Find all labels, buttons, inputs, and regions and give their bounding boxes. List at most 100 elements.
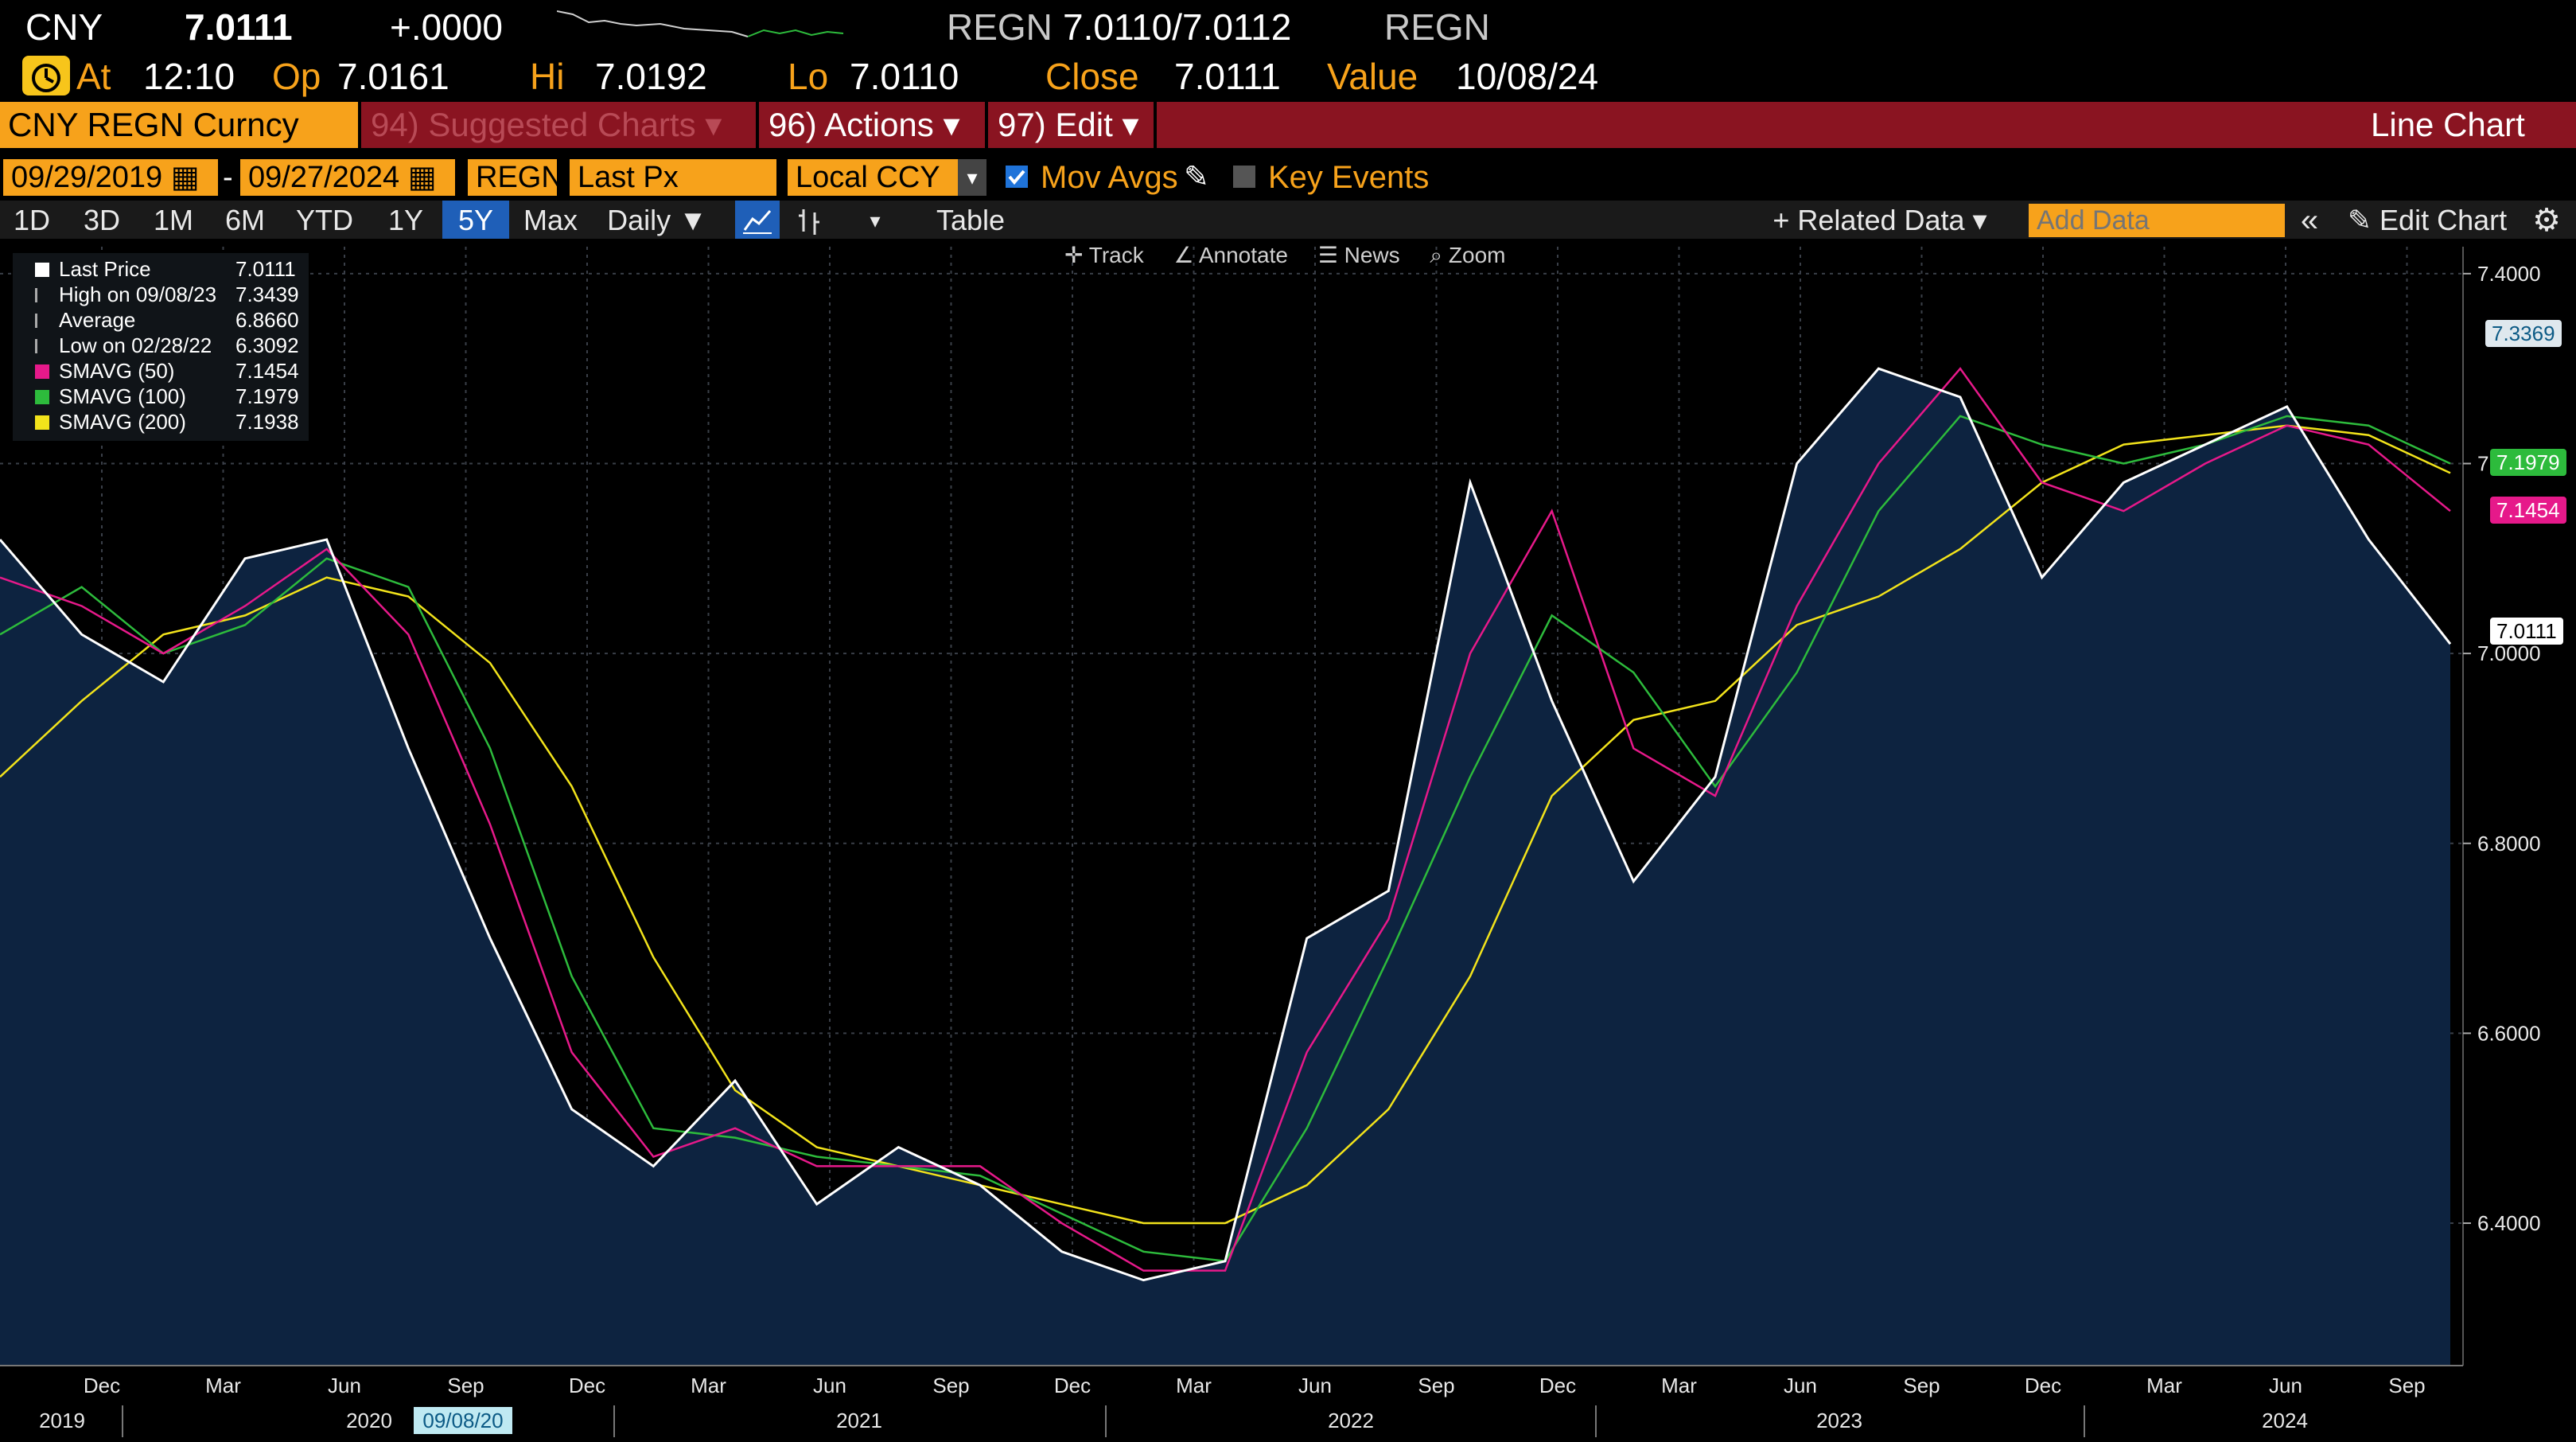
legend-swatch [35, 288, 39, 302]
frequency-select[interactable]: Daily ▼ [607, 204, 707, 236]
alert-icon[interactable] [22, 56, 70, 95]
quote-header: CNY 7.0111 +.0000 REGN 7.0110/7.0112 REG… [0, 0, 2576, 51]
x-month-label: Sep [1418, 1374, 1454, 1397]
pencil-icon: ✎ [2347, 204, 2372, 236]
end-date-field[interactable]: 09/27/2024 ▦ [240, 159, 455, 196]
mov-avgs-checkbox[interactable] [1006, 166, 1028, 188]
zoom-tool[interactable]: ⌕ Zoom [1430, 243, 1506, 267]
y-tick-label: 7.4000 [2477, 262, 2541, 286]
chevron-down-icon: ▾ [1972, 204, 1987, 236]
source-label-2: REGN [1384, 6, 1490, 48]
legend-item[interactable]: SMAVG (100) 7.1979 [13, 384, 309, 409]
menu-divider [756, 102, 759, 148]
x-year-label: 2021 [836, 1409, 882, 1432]
legend-value: 6.8660 [235, 308, 299, 332]
calendar-icon[interactable]: ▦ [407, 161, 437, 194]
x-month-label: Dec [84, 1374, 120, 1397]
legend-value: 7.1938 [235, 410, 299, 434]
range-toolbar: 1D 3D 1M 6M YTD 1Y 5Y Max Daily ▼ ▾ Table + Rel… [0, 201, 2576, 240]
range-button-6m[interactable]: 6M [224, 204, 265, 236]
legend-label: Last Price [59, 257, 151, 281]
legend-value: 7.0111 [235, 257, 296, 281]
x-month-label: Jun [1784, 1374, 1817, 1397]
at-label: At [76, 56, 111, 97]
legend-value: 7.1979 [235, 384, 299, 408]
line-chart-icon[interactable] [735, 201, 780, 240]
chevron-down-icon: ▾ [943, 106, 960, 143]
edit-chart-button[interactable]: ✎ Edit Chart [2347, 204, 2508, 236]
x-year-label: 2023 [1816, 1409, 1862, 1432]
range-button-1d[interactable]: 1D [13, 204, 51, 236]
related-data-menu[interactable]: + Related Data ▾ [1772, 204, 1987, 236]
news-tool[interactable]: ☰ News [1317, 243, 1400, 267]
price-area-fill [0, 368, 2450, 1366]
x-month-label: Sep [447, 1374, 484, 1397]
y-tick-label: 6.4000 [2477, 1211, 2541, 1235]
track-tool[interactable]: ✛ Track [1064, 243, 1144, 267]
suggested-charts-menu[interactable]: 94) Suggested Charts ▾ [371, 106, 722, 143]
y-tick-label: 6.8000 [2477, 832, 2541, 855]
legend-item[interactable]: High on 09/08/23 7.3439 [13, 282, 309, 307]
x-month-label: Dec [2025, 1374, 2061, 1397]
high-value: 7.0192 [595, 56, 707, 97]
start-date-field[interactable]: 09/29/2019 ▦ [3, 159, 218, 196]
value-date: 10/08/24 [1456, 56, 1599, 97]
x-year-label: 2024 [2262, 1409, 2308, 1432]
edit-menu[interactable]: 97) Edit ▾ [998, 106, 1139, 143]
calendar-icon[interactable]: ▦ [170, 161, 200, 194]
currency-select[interactable]: Local CCY [788, 159, 986, 196]
annotate-tool[interactable]: ∠ Annotate [1173, 243, 1288, 267]
range-button-3d[interactable]: 3D [83, 204, 121, 236]
chevron-down-icon[interactable]: ▾ [870, 209, 881, 232]
chevron-down-icon: ▾ [705, 106, 722, 143]
actions-menu[interactable]: 96) Actions ▾ [769, 106, 960, 143]
key-events-label[interactable]: Key Events [1268, 160, 1430, 195]
series-line-last-price[interactable] [0, 367, 2452, 1282]
security-field[interactable]: CNY REGN Curncy [0, 102, 358, 148]
legend-swatch [35, 364, 49, 379]
x-month-label: Sep [1903, 1374, 1940, 1397]
x-month-label: Mar [1176, 1374, 1212, 1397]
legend-item[interactable]: SMAVG (200) 7.1938 [13, 409, 309, 435]
legend-value: 7.1454 [235, 359, 299, 383]
date-marker-box [414, 1407, 512, 1434]
mov-avgs-label[interactable]: Mov Avgs [1041, 160, 1178, 195]
annotate-icon: ∠ [1173, 243, 1194, 267]
range-button-1y[interactable]: 1Y [387, 204, 424, 236]
series-line-smavg-50-[interactable] [0, 367, 2451, 1272]
legend-item[interactable]: Last Price 7.0111 [13, 256, 309, 282]
bid-ask: 7.0110/7.0112 [1063, 6, 1292, 48]
add-data-input-wrap[interactable] [2029, 204, 2285, 237]
table-button[interactable]: Table [936, 204, 1006, 236]
range-button-5y[interactable]: 5Y [442, 201, 509, 240]
legend-item[interactable]: Average 6.8660 [13, 307, 309, 333]
range-button-max[interactable]: Max [523, 204, 578, 236]
price-field-select[interactable]: Last Px [570, 159, 776, 196]
legend-item[interactable]: SMAVG (50) 7.1454 [13, 358, 309, 384]
chevron-down-icon[interactable]: ▾ [958, 159, 986, 196]
bar-chart-icon[interactable] [788, 201, 832, 240]
legend-label: SMAVG (100) [59, 384, 186, 408]
x-month-label: Mar [1661, 1374, 1697, 1397]
gear-icon[interactable]: ⚙ [2532, 203, 2561, 238]
chart-type-label[interactable]: Line Chart [2371, 106, 2525, 143]
key-events-checkbox[interactable] [1233, 166, 1255, 188]
range-button-1m[interactable]: 1M [153, 204, 193, 236]
x-month-label: Jun [2269, 1374, 2302, 1397]
legend-item[interactable]: Low on 02/28/22 6.3092 [13, 333, 309, 358]
source-field[interactable]: REGN [468, 159, 563, 196]
x-month-label: Jun [328, 1374, 361, 1397]
source-label-1: REGN [947, 6, 1053, 48]
x-month-label: Dec [1054, 1374, 1091, 1397]
sma50-badge: 7.1454 [2490, 497, 2566, 524]
last-price: 7.0111 [185, 6, 293, 48]
add-data-input[interactable] [2029, 204, 2285, 237]
price-area [0, 368, 2450, 1366]
high-label: Hi [530, 56, 565, 97]
range-button-ytd[interactable]: YTD [296, 204, 353, 236]
collapse-icon[interactable]: « [2300, 203, 2319, 238]
pencil-icon[interactable]: ✎ [1184, 161, 1209, 194]
x-month-label: Dec [569, 1374, 605, 1397]
x-month-label: Mar [2146, 1374, 2182, 1397]
